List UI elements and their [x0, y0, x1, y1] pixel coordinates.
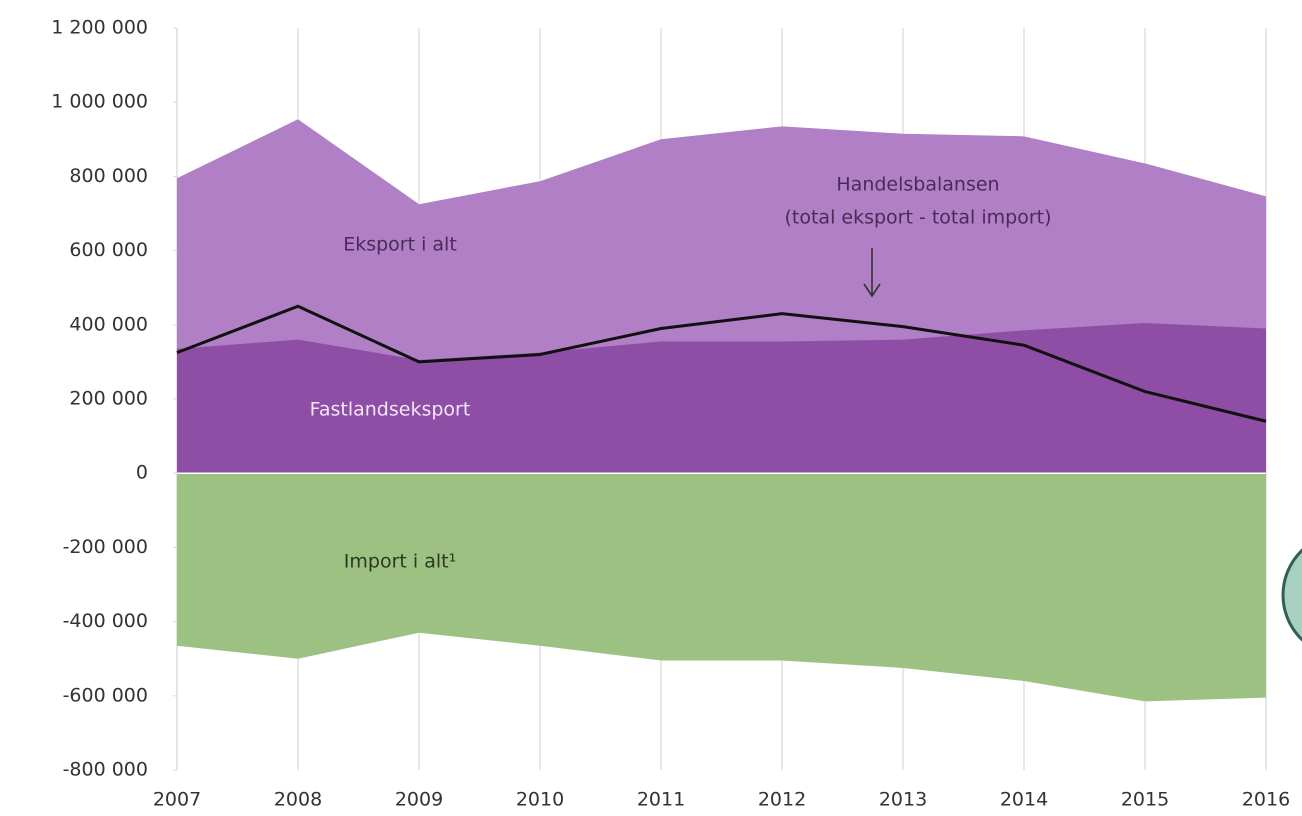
x-tick-label: 2012 [758, 789, 806, 811]
y-tick-label: 0 [136, 462, 148, 484]
y-tick-label: 200 000 [69, 388, 148, 410]
x-tick-label: 2015 [1121, 789, 1169, 811]
annotation: (total eksport - total import) [784, 207, 1051, 229]
series-label: Fastlandseksport [310, 399, 471, 421]
y-tick-label: 600 000 [69, 239, 148, 261]
y-tick-label: -400 000 [63, 610, 148, 632]
series-label: Eksport i alt [343, 234, 457, 256]
x-tick-label: 2008 [274, 789, 322, 811]
y-tick-label: -800 000 [63, 759, 148, 781]
areas [176, 119, 1267, 702]
ticks: 2007 2008 2009 2010 2011 2012 2013 2014 2015 2016… [51, 17, 1290, 811]
y-tick-label: -600 000 [63, 684, 148, 706]
x-tick-label: 2013 [879, 789, 927, 811]
series-label: Import i alt¹ [344, 551, 456, 573]
x-tick-label: 2014 [1000, 789, 1048, 811]
arrow [863, 248, 881, 298]
x-tick-label: 2011 [637, 789, 685, 811]
y-tick-label: 1 200 000 [51, 17, 148, 39]
x-tick-label: 2009 [395, 789, 443, 811]
y-tick-label: 1 000 000 [51, 91, 148, 113]
x-tick-label: 2016 [1242, 789, 1290, 811]
line [176, 304, 1267, 423]
x-tick-label: 2007 [153, 789, 201, 811]
x-tick-label: 2010 [516, 789, 564, 811]
overlay-button[interactable] [1281, 533, 1302, 657]
y-tick-label: 800 000 [69, 165, 148, 187]
area [177, 473, 1266, 702]
y-tick-label: 400 000 [69, 313, 148, 335]
series-label: Handelsbalansen [836, 174, 999, 196]
y-tick-label: -200 000 [63, 536, 148, 558]
